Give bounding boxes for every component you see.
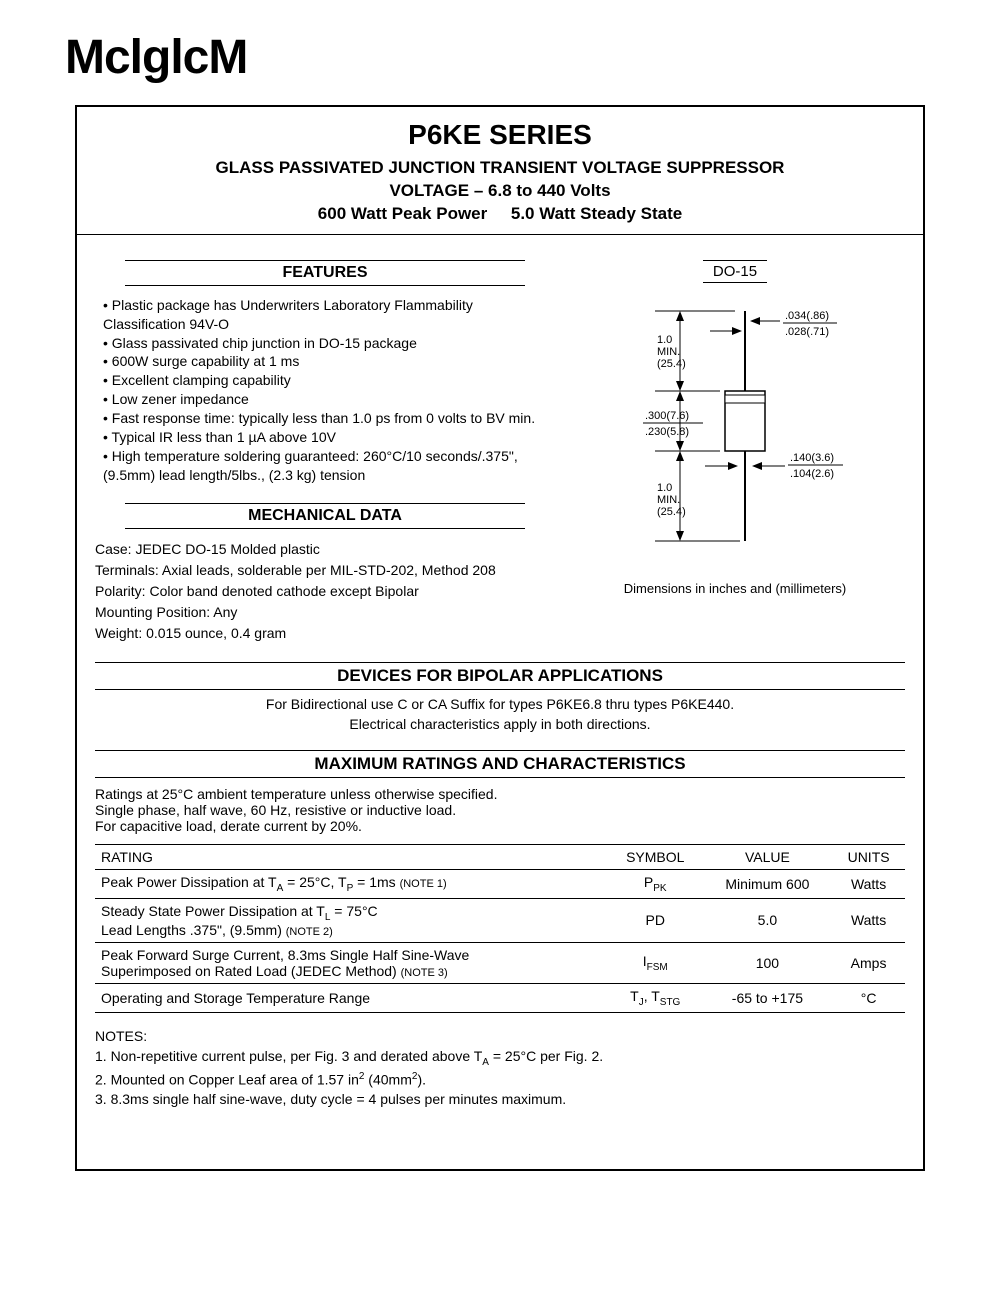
svg-text:.104(2.6): .104(2.6) [790,468,834,480]
mech-polarity: Polarity: Color band denoted cathode exc… [95,581,555,602]
feature-item: High temperature soldering guaranteed: 2… [103,447,555,485]
ratings-table: RATING SYMBOL VALUE UNITS Peak Power Dis… [95,844,905,1013]
bipolar-text1: For Bidirectional use C or CA Suffix for… [95,696,905,712]
cell-rating: Operating and Storage Temperature Range [95,984,608,1013]
mechanical-header: MECHANICAL DATA [125,503,525,529]
title-main: P6KE SERIES [77,119,923,151]
feature-item: Low zener impedance [103,390,555,409]
table-row: Peak Forward Surge Current, 8.3ms Single… [95,943,905,984]
feature-item: 600W surge capability at 1 ms [103,352,555,371]
col-rating: RATING [95,844,608,869]
table-header-row: RATING SYMBOL VALUE UNITS [95,844,905,869]
cell-value: -65 to +175 [703,984,832,1013]
notes-block: NOTES: 1. Non-repetitive current pulse, … [95,1027,905,1109]
feature-item: Glass passivated chip junction in DO-15 … [103,334,555,353]
svg-text:1.0: 1.0 [657,482,672,494]
mech-case: Case: JEDEC DO-15 Molded plastic [95,539,555,560]
brand-logo: MclglcM [65,30,1000,85]
bipolar-header: DEVICES FOR BIPOLAR APPLICATIONS [95,662,905,690]
ratings-header: MAXIMUM RATINGS AND CHARACTERISTICS [95,750,905,778]
svg-text:.034(.86): .034(.86) [785,310,829,322]
cell-symbol: PD [608,898,703,943]
cell-symbol: PPK [608,869,703,898]
svg-text:.230(5.8): .230(5.8) [645,426,689,438]
col-units: UNITS [832,844,905,869]
mech-terminals: Terminals: Axial leads, solderable per M… [95,560,555,581]
title-sub2: VOLTAGE – 6.8 to 440 Volts [77,180,923,203]
cell-value: 5.0 [703,898,832,943]
notes-header: NOTES: [95,1027,905,1047]
cell-units: Watts [832,898,905,943]
svg-text:MIN.: MIN. [657,494,680,506]
title-sub3: 600 Watt Peak Power 5.0 Watt Steady Stat… [77,203,923,226]
mechanical-data: Case: JEDEC DO-15 Molded plastic Termina… [95,539,555,644]
title-block: P6KE SERIES GLASS PASSIVATED JUNCTION TR… [77,107,923,234]
mech-weight: Weight: 0.015 ounce, 0.4 gram [95,623,555,644]
cell-rating: Peak Power Dissipation at TA = 25°C, TP … [95,869,608,898]
svg-text:.140(3.6): .140(3.6) [790,452,834,464]
title-sub3b: 5.0 Watt Steady State [511,204,682,223]
cell-value: Minimum 600 [703,869,832,898]
table-row: Peak Power Dissipation at TA = 25°C, TP … [95,869,905,898]
svg-text:MIN.: MIN. [657,346,680,358]
datasheet-frame: P6KE SERIES GLASS PASSIVATED JUNCTION TR… [75,105,925,1171]
ratings-note: Ratings at 25°C ambient temperature unle… [95,786,905,834]
mech-mounting: Mounting Position: Any [95,602,555,623]
table-row: Steady State Power Dissipation at TL = 7… [95,898,905,943]
feature-item: Fast response time: typically less than … [103,409,555,428]
package-diagram-block: DO-15 1.0 MIN. (25.4) [565,260,905,644]
cell-symbol: IFSM [608,943,703,984]
feature-item: Excellent clamping capability [103,371,555,390]
svg-text:1.0: 1.0 [657,334,672,346]
svg-text:.028(.71): .028(.71) [785,326,829,338]
svg-text:.300(7.6): .300(7.6) [645,410,689,422]
cell-units: Watts [832,869,905,898]
feature-item: Plastic package has Underwriters Laborat… [103,296,555,334]
cell-rating: Peak Forward Surge Current, 8.3ms Single… [95,943,608,984]
note-item: 1. Non-repetitive current pulse, per Fig… [95,1047,905,1070]
note-item: 3. 8.3ms single half sine-wave, duty cyc… [95,1090,905,1110]
package-label: DO-15 [703,260,767,283]
title-sub3a: 600 Watt Peak Power [318,204,487,223]
svg-text:(25.4): (25.4) [657,358,686,370]
cell-symbol: TJ, TSTG [608,984,703,1013]
package-diagram: 1.0 MIN. (25.4) .034(.86) .028(.71) .300… [585,291,885,571]
cell-units: Amps [832,943,905,984]
features-list: Plastic package has Underwriters Laborat… [95,296,555,485]
cell-units: °C [832,984,905,1013]
package-caption: Dimensions in inches and (millimeters) [565,581,905,596]
title-sub1: GLASS PASSIVATED JUNCTION TRANSIENT VOLT… [77,157,923,180]
feature-item: Typical IR less than 1 µA above 10V [103,428,555,447]
cell-rating: Steady State Power Dissipation at TL = 7… [95,898,608,943]
features-header: FEATURES [125,260,525,286]
svg-text:(25.4): (25.4) [657,506,686,518]
cell-value: 100 [703,943,832,984]
table-row: Operating and Storage Temperature RangeT… [95,984,905,1013]
col-symbol: SYMBOL [608,844,703,869]
note-item: 2. Mounted on Copper Leaf area of 1.57 i… [95,1070,905,1090]
bipolar-text2: Electrical characteristics apply in both… [95,716,905,732]
col-value: VALUE [703,844,832,869]
